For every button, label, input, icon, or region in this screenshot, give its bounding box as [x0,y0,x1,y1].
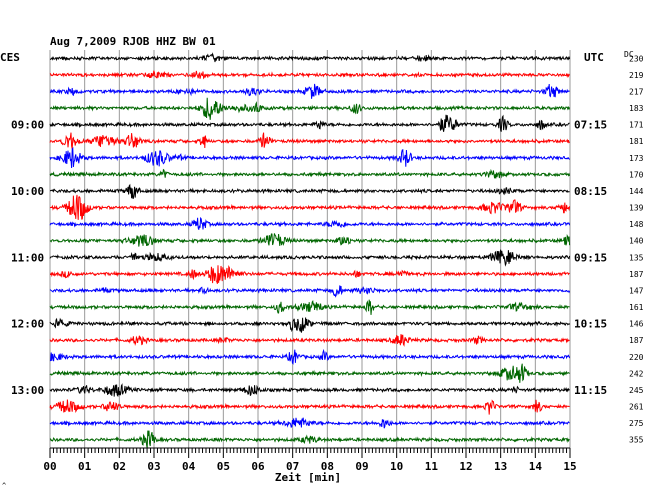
x-tick-label: 02 [113,460,126,473]
x-tick-label: 08 [321,460,334,473]
left-time-label: 13:00 [11,384,44,397]
x-tick-label: 04 [182,460,196,473]
trace-row [49,132,570,150]
trace-row [49,430,570,449]
left-time-label: 10:00 [11,185,44,198]
x-tick-label: 01 [78,460,92,473]
x-axis: 00 01 02 03 04 05 06 07 08 09 10 11 12 13 14 15 [43,447,577,473]
dc-offset-label: 161 [629,303,644,312]
dc-offset-label: 242 [629,369,644,378]
dc-offset-label: 183 [629,104,644,113]
x-tick-label: 14 [529,460,543,473]
right-time-label: 10:15 [574,318,607,331]
dc-header: DC [624,50,634,59]
dc-offset-label: 261 [629,403,644,412]
left-time-labels: 09:00 10:00 11:00 12:00 13:00 [11,119,44,397]
trace-row [49,216,571,230]
dc-offset-label: 147 [629,286,644,295]
dc-offset-label: 173 [629,154,644,163]
dc-offset-label: 187 [629,270,644,279]
right-time-label: 11:15 [574,384,607,397]
trace-group [49,52,571,449]
trace-row [49,70,571,80]
trace-row [49,348,571,365]
trace-row [49,194,571,220]
right-time-label: 09:15 [574,251,607,264]
trace-row [49,299,570,315]
trace-row [49,417,570,429]
trace-row [49,399,570,415]
dc-offset-label: 245 [629,386,644,395]
dc-offset-label: 148 [629,220,644,229]
x-tick-label: 15 [563,460,576,473]
right-time-label: 08:15 [574,185,607,198]
chart-title: Aug 7,2009 RJOB HHZ BW 01 [50,35,216,48]
trace-row [49,285,571,298]
dc-offset-label: 140 [629,237,644,246]
dc-offset-label: 217 [629,87,644,96]
dc-offset-labels: 230 219 217 183 171 181 173 170 144 139 148 140 135 1… [629,54,644,444]
x-tick-label: 03 [147,460,160,473]
dc-offset-label: 220 [629,353,644,362]
dc-offset-label: 275 [629,419,644,428]
dc-offset-label: 135 [629,253,644,262]
right-time-labels: 07:15 08:15 09:15 10:15 11:15 [574,119,607,397]
trace-row [49,383,570,398]
trace-row [49,363,570,383]
trace-row [49,168,571,179]
x-tick-label: 12 [459,460,472,473]
left-time-label: 09:00 [11,119,44,132]
trace-row [49,83,570,99]
x-tick-label: 00 [43,460,56,473]
bottom-marker: ^ [2,482,6,490]
dc-offset-label: 187 [629,336,644,345]
trace-row [50,183,570,199]
x-tick-label: 10 [390,460,403,473]
right-timezone-label: UTC [584,51,604,64]
trace-row [49,114,570,132]
trace-row [50,97,571,120]
dc-offset-label: 146 [629,320,644,329]
x-tick-label: 11 [425,460,439,473]
x-axis-label: Zeit [min] [275,471,341,484]
dc-offset-label: 219 [629,71,644,80]
trace-row [49,233,571,247]
trace-row [49,265,570,284]
left-time-label: 11:00 [11,251,44,264]
dc-offset-label: 355 [629,436,644,445]
trace-row [49,52,571,63]
dc-offset-label: 170 [629,170,644,179]
dc-offset-label: 181 [629,137,644,146]
chart-grid [49,50,571,448]
left-time-label: 12:00 [11,318,44,331]
trace-row [49,334,570,347]
dc-offset-label: 139 [629,204,644,213]
x-tick-label: 07 [286,460,299,473]
dc-offset-label: 171 [629,121,644,130]
dc-offset-label: 230 [629,54,644,63]
dc-offset-label: 144 [629,187,644,196]
x-tick-label: 13 [494,460,507,473]
right-time-label: 07:15 [574,119,607,132]
x-tick-label: 09 [355,460,368,473]
x-tick-label: 06 [251,460,265,473]
trace-row [49,146,570,169]
trace-row [49,249,571,267]
trace-row [49,317,570,333]
left-timezone-label: CES [0,51,20,64]
x-tick-label: 05 [217,460,230,473]
